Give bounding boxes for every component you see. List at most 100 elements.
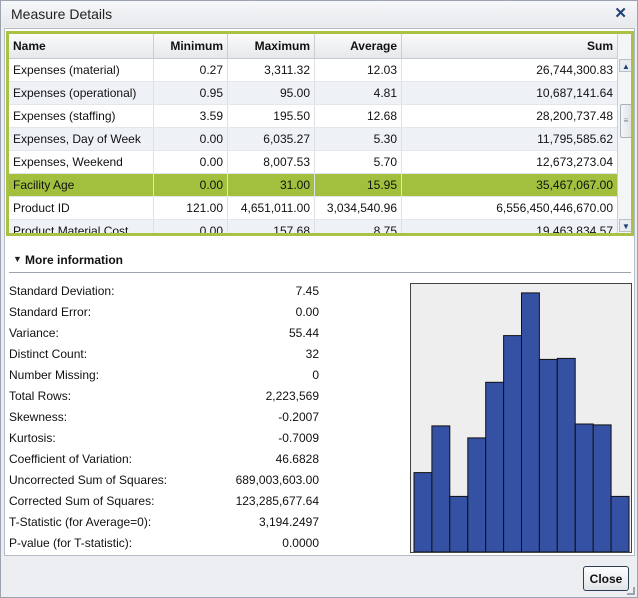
stat-row: Uncorrected Sum of Squares: 689,003,603.0… xyxy=(9,470,319,491)
cell-maximum: 6,035.27 xyxy=(228,128,315,150)
table-row[interactable]: Expenses (staffing) 3.59 195.50 12.68 28,200… xyxy=(9,105,617,128)
stat-label: Uncorrected Sum of Squares: xyxy=(9,473,168,487)
histogram-bar xyxy=(556,357,576,552)
cell-average: 15.95 xyxy=(315,174,402,196)
caret-down-icon: ▼ xyxy=(13,254,22,264)
cell-average: 12.03 xyxy=(315,59,402,81)
cell-sum: 26,744,300.83 xyxy=(536,63,613,77)
dialog-title: Measure Details xyxy=(11,6,113,22)
cell-maximum: 4,651,011.00 xyxy=(228,197,315,219)
cell-average: 4.81 xyxy=(315,82,402,104)
cell-average: 5.70 xyxy=(315,151,402,173)
dialog-body: Name Minimum Maximum Average Sum Expense… xyxy=(4,28,635,556)
stat-label: Standard Error: xyxy=(9,305,92,319)
table-row[interactable]: Product ID 121.00 4,651,011.00 3,034,540.96… xyxy=(9,197,617,220)
cell-maximum: 8,007.53 xyxy=(228,151,315,173)
cell-sum: 35,467,067.00 xyxy=(536,178,613,192)
stat-label: Variance: xyxy=(9,326,59,340)
more-information-label: More information xyxy=(25,253,123,267)
stat-value: 2,223,569 xyxy=(265,389,319,403)
stat-value: -0.7009 xyxy=(278,431,319,445)
stat-row: Corrected Sum of Squares: 123,285,677.64 xyxy=(9,491,319,512)
histogram-bar xyxy=(449,495,469,552)
histogram-chart xyxy=(410,283,632,553)
cell-minimum: 0.95 xyxy=(154,82,228,104)
stat-value: 689,003,603.00 xyxy=(235,473,319,487)
cell-name: Expenses (operational) xyxy=(9,82,154,104)
cell-name: Product ID xyxy=(9,197,154,219)
stat-value: 0.00 xyxy=(295,305,319,319)
table-row[interactable]: Expenses, Day of Week 0.00 6,035.27 5.30 11,… xyxy=(9,128,617,151)
histogram-bar xyxy=(521,292,540,552)
stat-label: Number Missing: xyxy=(9,368,100,382)
cell-maximum: 95.00 xyxy=(228,82,315,104)
table-row[interactable]: Expenses, Weekend 0.00 8,007.53 5.70 12,673,… xyxy=(9,151,617,174)
stat-row: T-Statistic (for Average=0): 3,194.2497 xyxy=(9,512,319,533)
statistics-list: Standard Deviation: 7.45 Standard Error: 0.… xyxy=(9,281,319,554)
stat-row: Kurtosis: -0.7009 xyxy=(9,428,319,449)
stat-value: 32 xyxy=(305,347,319,361)
histogram-bar xyxy=(592,424,612,552)
stat-label: Total Rows: xyxy=(9,389,72,403)
scroll-up-icon[interactable]: ▲ xyxy=(619,59,631,72)
cell-sum: 28,200,737.48 xyxy=(536,109,613,123)
cell-average: 3,034,540.96 xyxy=(315,197,402,219)
stat-label: P-value (for T-statistic): xyxy=(9,536,133,550)
cell-sum: 10,687,141.64 xyxy=(536,86,613,100)
stat-value: 0 xyxy=(312,368,319,382)
table-row[interactable]: Product Material Cost 0.00 157.68 8.75 19,46… xyxy=(9,220,617,236)
dialog-footer: Close xyxy=(1,559,637,597)
cell-maximum: 31.00 xyxy=(228,174,315,196)
column-header-average[interactable]: Average xyxy=(315,34,402,58)
column-header-name[interactable]: Name xyxy=(9,34,154,58)
stat-value: 55.44 xyxy=(288,326,319,340)
histogram-bar xyxy=(413,472,433,552)
cell-average: 5.30 xyxy=(315,128,402,150)
stat-row: P-value (for T-statistic): 0.0000 xyxy=(9,533,319,554)
cell-sum: 6,556,450,446,670.00 xyxy=(496,201,613,215)
table-row[interactable]: Expenses (operational) 0.95 95.00 4.81 10,68… xyxy=(9,82,617,105)
cell-minimum: 121.00 xyxy=(154,197,228,219)
cell-minimum: 0.00 xyxy=(154,151,228,173)
cell-name: Expenses, Day of Week xyxy=(9,128,154,150)
table-scrollbar[interactable]: ▲ ≡ ▼ xyxy=(617,34,631,233)
resize-grip[interactable] xyxy=(627,587,635,595)
stat-label: Standard Deviation: xyxy=(9,284,115,298)
cell-name: Facility Age xyxy=(9,174,154,196)
cell-minimum: 0.27 xyxy=(154,59,228,81)
histogram-bar xyxy=(503,335,522,552)
stat-label: Corrected Sum of Squares: xyxy=(9,494,155,508)
measures-table: Name Minimum Maximum Average Sum Expense… xyxy=(6,31,634,236)
stat-row: Standard Error: 0.00 xyxy=(9,302,319,323)
close-button[interactable]: Close xyxy=(583,566,629,591)
cell-name: Expenses (material) xyxy=(9,59,154,81)
close-icon[interactable]: ✕ xyxy=(614,5,627,22)
column-header-minimum[interactable]: Minimum xyxy=(154,34,228,58)
column-header-maximum[interactable]: Maximum xyxy=(228,34,315,58)
stat-label: Kurtosis: xyxy=(9,431,56,445)
histogram-bar xyxy=(574,423,594,552)
more-information-toggle[interactable]: ▼ More information xyxy=(9,247,631,273)
cell-minimum: 0.00 xyxy=(154,128,228,150)
cell-sum: 12,673,273.04 xyxy=(536,155,613,169)
column-header-sum[interactable]: Sum xyxy=(586,39,613,53)
stat-row: Skewness: -0.2007 xyxy=(9,407,319,428)
cell-minimum: 0.00 xyxy=(154,220,228,233)
cell-average: 12.68 xyxy=(315,105,402,127)
stat-row: Number Missing: 0 xyxy=(9,365,319,386)
table-row[interactable]: Expenses (material) 0.27 3,311.32 12.03 26,7… xyxy=(9,59,617,82)
scroll-down-icon[interactable]: ▼ xyxy=(619,219,631,232)
table-row[interactable]: Facility Age 0.00 31.00 15.95 35,467,067.00 xyxy=(9,174,617,197)
stat-value: 3,194.2497 xyxy=(258,515,319,529)
histogram-bar xyxy=(485,381,505,552)
histogram-svg xyxy=(413,292,630,552)
cell-sum: 19,463,834.57 xyxy=(536,224,613,236)
histogram-bar xyxy=(538,358,558,552)
stat-row: Distinct Count: 32 xyxy=(9,344,319,365)
stat-value: 46.6828 xyxy=(275,452,319,466)
stat-row: Total Rows: 2,223,569 xyxy=(9,386,319,407)
histogram-bar xyxy=(610,495,630,552)
scroll-thumb[interactable]: ≡ xyxy=(620,104,631,138)
cell-name: Expenses (staffing) xyxy=(9,105,154,127)
